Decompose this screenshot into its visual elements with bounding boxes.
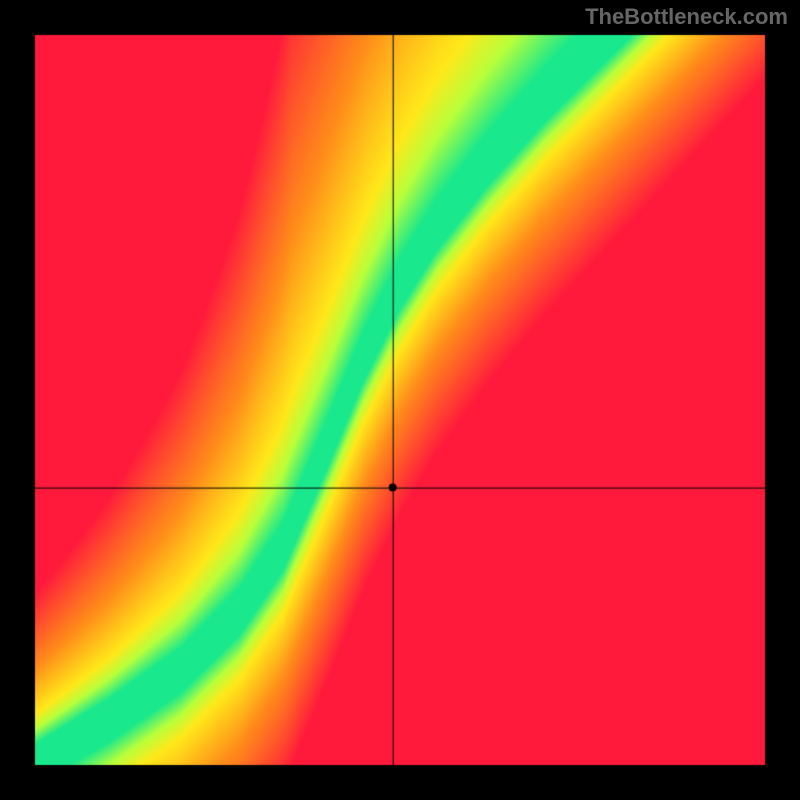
- chart-container: TheBottleneck.com: [0, 0, 800, 800]
- bottleneck-heatmap: [0, 0, 800, 800]
- watermark: TheBottleneck.com: [585, 4, 788, 30]
